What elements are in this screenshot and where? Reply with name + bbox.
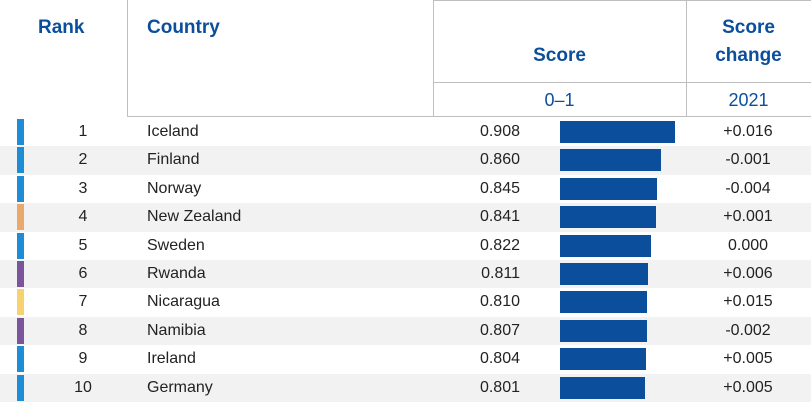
score-value-label: 0.801 bbox=[479, 378, 520, 396]
rank-cell: 8 bbox=[78, 321, 88, 339]
region-color-marker bbox=[17, 204, 24, 231]
country-cell: New Zealand bbox=[147, 208, 242, 226]
country-cell: Finland bbox=[147, 151, 200, 169]
table-row: 10 Germany 0.801 +0.005 bbox=[0, 373, 811, 402]
table-row: 9 Ireland 0.804 +0.005 bbox=[0, 345, 811, 373]
rank-cell: 1 bbox=[78, 123, 88, 140]
score-bar bbox=[560, 291, 648, 314]
country-cell: Ireland bbox=[147, 350, 196, 368]
score-value-label: 0.860 bbox=[479, 151, 520, 169]
rank-header: Rank bbox=[38, 17, 85, 38]
score-range-label: 0–1 bbox=[544, 90, 575, 110]
region-color-marker bbox=[17, 289, 24, 316]
header-bottom-border bbox=[127, 116, 811, 117]
country-cell: Sweden bbox=[147, 236, 205, 254]
region-color-marker bbox=[17, 232, 24, 259]
country-header: Country bbox=[147, 17, 220, 38]
table-row: 4 New Zealand 0.841 +0.001 bbox=[0, 203, 811, 232]
header-divider-1 bbox=[127, 0, 128, 116]
score-bar bbox=[560, 263, 648, 285]
score-bar bbox=[560, 149, 662, 172]
rank-cell: 4 bbox=[78, 208, 88, 226]
score-value-label: 0.807 bbox=[479, 321, 520, 339]
region-color-marker bbox=[17, 175, 24, 202]
table-row: 6 Rwanda 0.811 +0.006 bbox=[0, 260, 811, 289]
score-change-header-line2: change bbox=[715, 45, 782, 66]
region-color-marker bbox=[17, 261, 24, 287]
score-value-label: 0.908 bbox=[479, 123, 520, 140]
table-row: 2 Finland 0.860 -0.001 bbox=[0, 146, 811, 175]
score-change-cell: -0.004 bbox=[725, 179, 771, 197]
score-bar bbox=[560, 348, 646, 371]
score-bar bbox=[560, 376, 645, 399]
score-bar bbox=[560, 319, 647, 342]
score-change-header-line1: Score bbox=[722, 17, 775, 38]
country-cell: Norway bbox=[147, 179, 202, 197]
rank-cell: 3 bbox=[78, 179, 88, 197]
table-row: 7 Nicaragua 0.810 +0.015 bbox=[0, 288, 811, 316]
table-row: 1 Iceland 0.908 +0.016 bbox=[0, 118, 811, 146]
score-change-cell: -0.002 bbox=[725, 321, 771, 339]
table-row: 5 Sweden 0.822 0.000 bbox=[0, 232, 811, 260]
rank-cell: 10 bbox=[74, 378, 92, 396]
country-cell: Namibia bbox=[147, 321, 206, 339]
rank-cell: 6 bbox=[78, 265, 88, 282]
region-color-marker bbox=[17, 147, 24, 174]
region-color-marker bbox=[17, 317, 24, 344]
score-value-label: 0.804 bbox=[479, 350, 520, 368]
score-value-label: 0.810 bbox=[479, 293, 520, 311]
country-cell: Rwanda bbox=[147, 265, 206, 282]
score-value-label: 0.841 bbox=[479, 208, 520, 226]
header-divider-3 bbox=[686, 0, 687, 116]
region-color-marker bbox=[17, 374, 24, 401]
region-color-marker bbox=[17, 346, 24, 373]
country-cell: Nicaragua bbox=[147, 293, 220, 311]
header-mid-border bbox=[433, 82, 811, 83]
score-header: Score bbox=[533, 45, 586, 66]
score-bar bbox=[560, 121, 675, 143]
rank-cell: 2 bbox=[78, 151, 88, 169]
header-divider-2 bbox=[433, 0, 434, 116]
score-change-cell: -0.001 bbox=[725, 151, 771, 169]
rank-cell: 7 bbox=[78, 293, 88, 311]
table-row: 8 Namibia 0.807 -0.002 bbox=[0, 316, 811, 346]
score-change-cell: +0.006 bbox=[723, 265, 773, 282]
region-color-marker bbox=[17, 119, 24, 145]
country-cell: Germany bbox=[147, 378, 213, 396]
score-change-cell: +0.016 bbox=[723, 123, 773, 140]
score-bar bbox=[560, 234, 651, 257]
table-row: 3 Norway 0.845 -0.004 bbox=[0, 175, 811, 203]
score-change-cell: +0.005 bbox=[723, 350, 773, 368]
score-change-cell: +0.001 bbox=[723, 208, 773, 226]
score-change-cell: 0.000 bbox=[727, 236, 769, 254]
rank-cell: 5 bbox=[78, 236, 88, 254]
header-top-border bbox=[433, 0, 811, 1]
rank-cell: 9 bbox=[78, 350, 88, 368]
score-change-cell: +0.005 bbox=[723, 378, 773, 396]
score-bar bbox=[560, 177, 658, 200]
score-value-label: 0.822 bbox=[479, 236, 520, 254]
change-year-label: 2021 bbox=[728, 90, 769, 110]
score-bar bbox=[560, 206, 657, 229]
score-value-label: 0.845 bbox=[479, 179, 520, 197]
score-change-cell: +0.015 bbox=[723, 293, 773, 311]
country-cell: Iceland bbox=[147, 123, 199, 140]
score-value-label: 0.811 bbox=[481, 265, 520, 282]
